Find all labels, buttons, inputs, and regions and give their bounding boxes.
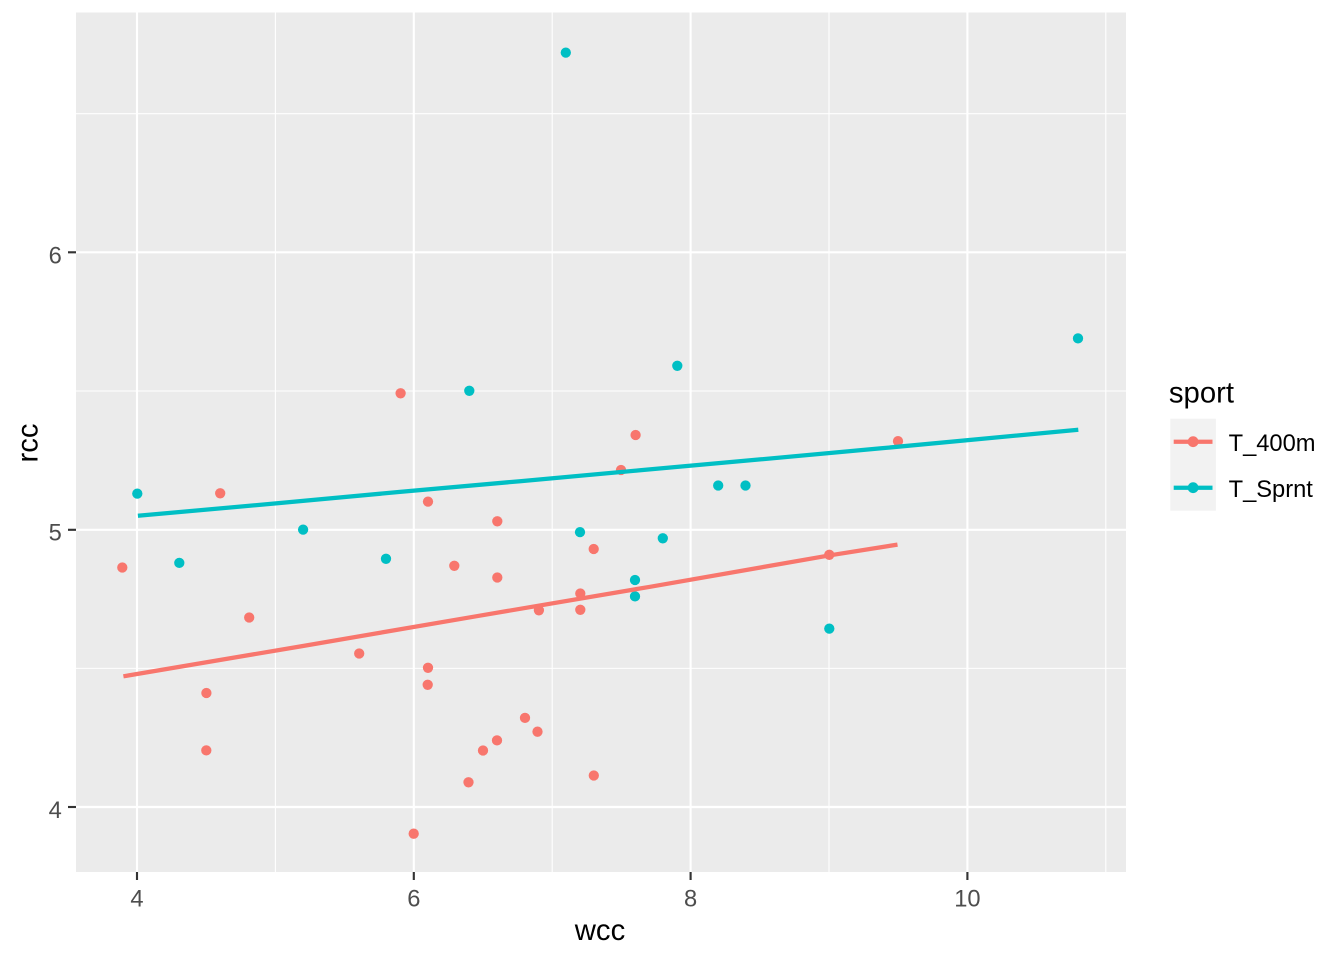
svg-text:10: 10 (954, 886, 980, 912)
svg-text:4: 4 (49, 798, 62, 824)
svg-text:8: 8 (684, 886, 697, 912)
svg-text:sport: sport (1169, 377, 1234, 410)
svg-text:T_400m: T_400m (1229, 431, 1316, 457)
svg-text:T_Sprnt: T_Sprnt (1229, 477, 1314, 503)
svg-text:6: 6 (407, 886, 420, 912)
svg-text:wcc: wcc (574, 914, 625, 947)
svg-text:rcc: rcc (11, 423, 44, 462)
svg-text:6: 6 (49, 243, 62, 269)
svg-text:5: 5 (49, 521, 62, 547)
svg-text:4: 4 (130, 886, 143, 912)
